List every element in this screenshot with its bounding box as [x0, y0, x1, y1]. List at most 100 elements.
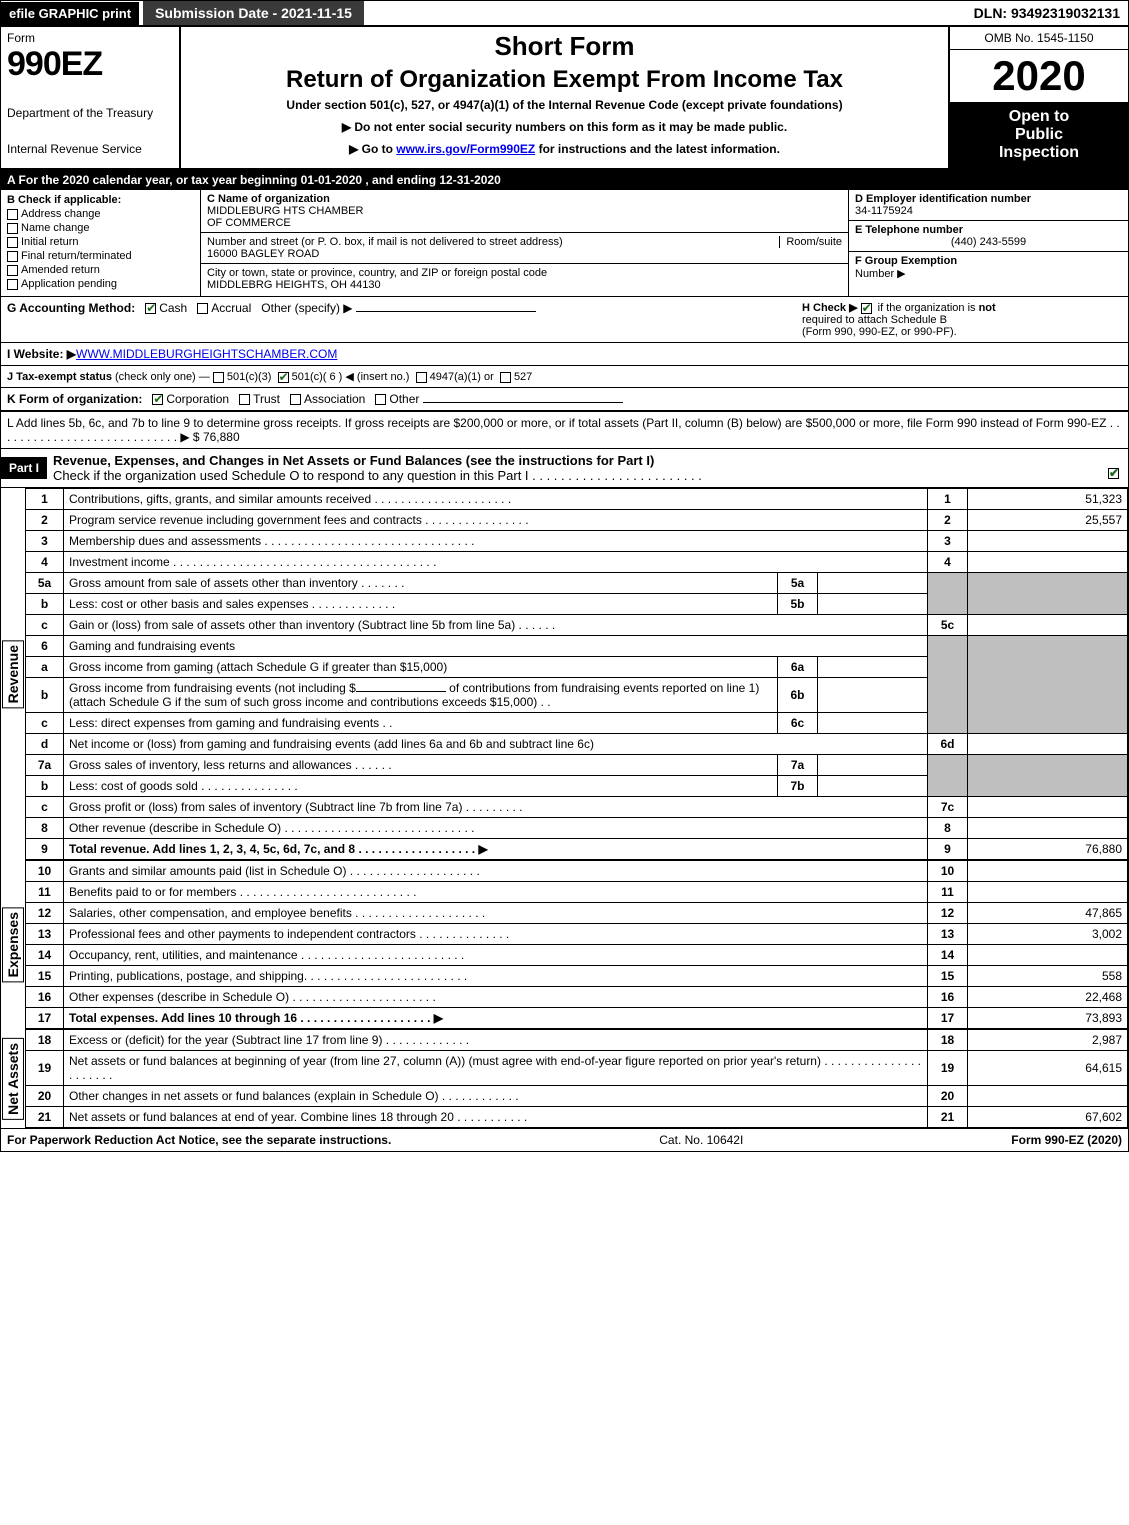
- goto-link-row: ▶ Go to www.irs.gov/Form990EZ for instru…: [189, 142, 940, 156]
- tax-year: 2020: [950, 50, 1128, 102]
- cb-part1-schedo[interactable]: [1108, 468, 1119, 479]
- org-name-2: OF COMMERCE: [207, 217, 291, 229]
- cb-accrual[interactable]: [197, 303, 208, 314]
- cb-final-return[interactable]: Final return/terminated: [7, 250, 194, 262]
- footer: For Paperwork Reduction Act Notice, see …: [1, 1128, 1128, 1151]
- form-container: efile GRAPHIC print Submission Date - 20…: [0, 0, 1129, 1152]
- row-l-gross-receipts: L Add lines 5b, 6c, and 7b to line 9 to …: [1, 412, 1128, 449]
- cb-other[interactable]: [375, 394, 386, 405]
- submission-date: Submission Date - 2021-11-15: [143, 1, 364, 25]
- i-label: I Website: ▶: [7, 347, 76, 361]
- cb-trust[interactable]: [239, 394, 250, 405]
- cb-527[interactable]: [500, 372, 511, 383]
- cb-name-change[interactable]: Name change: [7, 222, 194, 234]
- line-17: 17Total expenses. Add lines 10 through 1…: [26, 1008, 1128, 1029]
- cb-501c[interactable]: [278, 372, 289, 383]
- cb-h[interactable]: [861, 303, 872, 314]
- row-i-website: I Website: ▶WWW.MIDDLEBURGHEIGHTSCHAMBER…: [1, 343, 1128, 366]
- h-label: H Check ▶: [802, 302, 858, 314]
- header-center: Short Form Return of Organization Exempt…: [181, 27, 948, 168]
- h-block: H Check ▶ if the organization is not req…: [802, 301, 1122, 338]
- ein-value: 34-1175924: [855, 205, 913, 217]
- line-7c: cGross profit or (loss) from sales of in…: [26, 797, 1128, 818]
- cb-initial-return[interactable]: Initial return: [7, 236, 194, 248]
- revenue-table: 1Contributions, gifts, grants, and simil…: [25, 488, 1128, 860]
- header-right: OMB No. 1545-1150 2020 Open to Public In…: [948, 27, 1128, 168]
- website-link[interactable]: WWW.MIDDLEBURGHEIGHTSCHAMBER.COM: [76, 347, 337, 361]
- org-name-1: MIDDLEBURG HTS CHAMBER: [207, 205, 363, 217]
- group-label: F Group Exemption: [855, 255, 957, 267]
- row-j-tax-exempt: J Tax-exempt status (check only one) — 5…: [1, 366, 1128, 388]
- cb-501c3[interactable]: [213, 372, 224, 383]
- tel-label: E Telephone number: [855, 224, 963, 236]
- line-18: 18Excess or (deficit) for the year (Subt…: [26, 1030, 1128, 1051]
- part-1-check: Check if the organization used Schedule …: [53, 468, 702, 483]
- irs-link[interactable]: www.irs.gov/Form990EZ: [396, 142, 535, 156]
- line-3: 3Membership dues and assessments . . . .…: [26, 531, 1128, 552]
- header-left: Form 990EZ Department of the Treasury In…: [1, 27, 181, 168]
- city-label: City or town, state or province, country…: [207, 267, 547, 279]
- footer-form: Form 990-EZ (2020): [1011, 1133, 1122, 1147]
- box-c: C Name of organization MIDDLEBURG HTS CH…: [201, 190, 848, 296]
- form-label: Form: [7, 31, 173, 45]
- g-label: G Accounting Method:: [7, 301, 135, 315]
- revenue-section: Revenue 1Contributions, gifts, grants, a…: [1, 488, 1128, 860]
- dept-treasury: Department of the Treasury: [7, 106, 173, 120]
- box-b: B Check if applicable: Address change Na…: [1, 190, 201, 296]
- info-row: B Check if applicable: Address change Na…: [1, 190, 1128, 297]
- tel-block: E Telephone number (440) 243-5599: [849, 221, 1128, 252]
- line-2: 2Program service revenue including gover…: [26, 510, 1128, 531]
- street-value: 16000 BAGLEY ROAD: [207, 248, 319, 260]
- form-number: 990EZ: [7, 45, 173, 84]
- inspect-2: Public: [956, 126, 1122, 144]
- netassets-section: Net Assets 18Excess or (deficit) for the…: [1, 1029, 1128, 1128]
- city-block: City or town, state or province, country…: [201, 264, 848, 294]
- open-public-inspection: Open to Public Inspection: [950, 102, 1128, 168]
- row-a-tax-year: A For the 2020 calendar year, or tax yea…: [1, 170, 1128, 190]
- goto-post: for instructions and the latest informat…: [535, 142, 780, 156]
- omb-number: OMB No. 1545-1150: [950, 27, 1128, 50]
- line-20: 20Other changes in net assets or fund ba…: [26, 1086, 1128, 1107]
- group-number: Number ▶: [855, 268, 906, 280]
- box-d-e-f: D Employer identification number 34-1175…: [848, 190, 1128, 296]
- j-note: (check only one) —: [115, 371, 210, 383]
- goto-pre: ▶ Go to: [349, 142, 396, 156]
- part-1-header: Part I Revenue, Expenses, and Changes in…: [1, 449, 1128, 488]
- h-text1: if the organization is: [878, 302, 979, 314]
- short-form-title: Short Form: [189, 31, 940, 62]
- city-value: MIDDLEBRG HEIGHTS, OH 44130: [207, 279, 381, 291]
- inspect-3: Inspection: [956, 144, 1122, 162]
- dln-number: DLN: 93492319032131: [966, 1, 1128, 25]
- accounting-method: G Accounting Method: Cash Accrual Other …: [7, 301, 802, 338]
- box-b-label: B Check if applicable:: [7, 194, 194, 206]
- line-5a: 5aGross amount from sale of assets other…: [26, 573, 1128, 594]
- line-21: 21Net assets or fund balances at end of …: [26, 1107, 1128, 1128]
- line-9: 9Total revenue. Add lines 1, 2, 3, 4, 5c…: [26, 839, 1128, 860]
- line-16: 16Other expenses (describe in Schedule O…: [26, 987, 1128, 1008]
- ein-block: D Employer identification number 34-1175…: [849, 190, 1128, 221]
- cb-application-pending[interactable]: Application pending: [7, 278, 194, 290]
- group-exempt-block: F Group Exemption Number ▶: [849, 252, 1128, 283]
- netassets-table: 18Excess or (deficit) for the year (Subt…: [25, 1029, 1128, 1128]
- line-4: 4Investment income . . . . . . . . . . .…: [26, 552, 1128, 573]
- c-label: C Name of organization: [207, 193, 330, 205]
- j-label: J Tax-exempt status: [7, 371, 112, 383]
- inspect-1: Open to: [956, 108, 1122, 126]
- line-10: 10Grants and similar amounts paid (list …: [26, 861, 1128, 882]
- line-7a: 7aGross sales of inventory, less returns…: [26, 755, 1128, 776]
- row-k-org-form: K Form of organization: Corporation Trus…: [1, 388, 1128, 412]
- line-1: 1Contributions, gifts, grants, and simil…: [26, 489, 1128, 510]
- room-label: Room/suite: [779, 236, 842, 248]
- top-bar: efile GRAPHIC print Submission Date - 20…: [1, 1, 1128, 27]
- cb-corp[interactable]: [152, 394, 163, 405]
- cb-amended-return[interactable]: Amended return: [7, 264, 194, 276]
- cb-assoc[interactable]: [290, 394, 301, 405]
- dept-irs: Internal Revenue Service: [7, 142, 173, 156]
- netassets-label: Net Assets: [2, 1038, 24, 1120]
- cb-address-change[interactable]: Address change: [7, 208, 194, 220]
- line-15: 15Printing, publications, postage, and s…: [26, 966, 1128, 987]
- ein-label: D Employer identification number: [855, 193, 1031, 205]
- cb-4947[interactable]: [416, 372, 427, 383]
- form-title: Return of Organization Exempt From Incom…: [189, 66, 940, 94]
- cb-cash[interactable]: [145, 303, 156, 314]
